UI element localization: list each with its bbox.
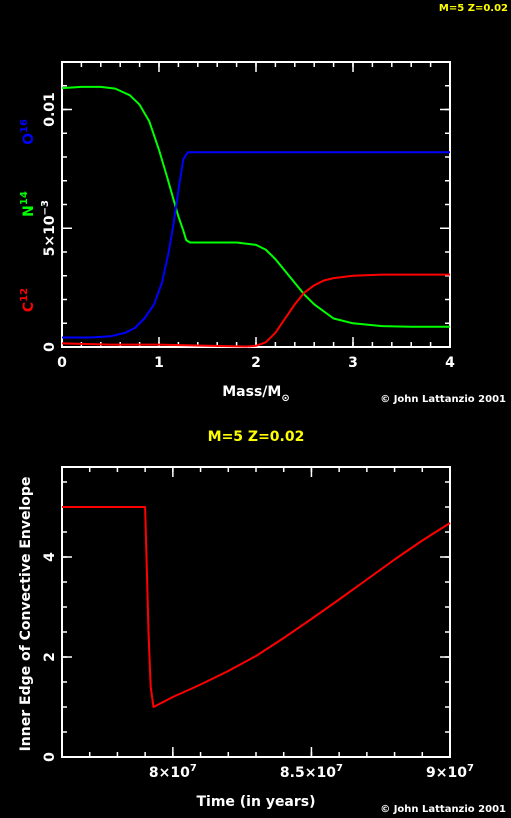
series-line-0 xyxy=(62,506,451,708)
chart2-series xyxy=(62,506,451,708)
chart-abundance: 0 1 2 3 4 0 5×10−3 0.01 C12 N14 O16 Mass/M⊙ © … xyxy=(19,61,506,405)
x-tick-label: 1 xyxy=(154,355,164,371)
x-tick-label: 2 xyxy=(251,355,261,371)
chart1-x-axis-label: Mass/M⊙ xyxy=(222,384,289,404)
chart1-frame xyxy=(61,61,451,348)
chart2-frame xyxy=(61,466,451,758)
chart1-x-tick-labels: 0 1 2 3 4 xyxy=(57,355,455,371)
y-tick-label: 5×10−3 xyxy=(40,200,58,256)
chart-envelope: M=5 Z=0.02 8×107 8.5×107 9×107 0 2 4 Inner E… xyxy=(18,429,506,815)
series-line-2 xyxy=(61,273,450,348)
ylabel-o16: O16 xyxy=(19,119,37,145)
x-tick-label: 0 xyxy=(57,355,67,371)
chart2-x-tick-labels: 8×107 8.5×107 9×107 xyxy=(149,763,474,781)
series-line-0 xyxy=(61,85,450,328)
y-tick-label: 0 xyxy=(42,342,58,352)
y-tick-label: 2 xyxy=(42,652,58,662)
chart1-series xyxy=(61,85,450,348)
chart2-y-axis-label: Inner Edge of Convective Envelope xyxy=(18,477,34,752)
y-tick-label: 0.01 xyxy=(42,92,58,127)
chart1-y-axis-label: C12 N14 O16 xyxy=(19,119,37,312)
chart1-y-tick-labels: 0 5×10−3 0.01 xyxy=(40,92,58,352)
chart2-ticks xyxy=(61,467,451,758)
x-tick-label: 8×107 xyxy=(149,763,197,781)
chart1-ticks xyxy=(61,61,451,348)
credit-bottom: © John Lattanzio 2001 xyxy=(380,804,506,815)
series-line-1 xyxy=(62,151,450,339)
credit-top: © John Lattanzio 2001 xyxy=(380,394,506,405)
x-tick-label: 3 xyxy=(348,355,358,371)
chart2-title: M=5 Z=0.02 xyxy=(208,429,305,445)
chart2-y-tick-labels: 0 2 4 xyxy=(42,552,58,762)
x-tick-label: 4 xyxy=(445,355,455,371)
top-right-label: M=5 Z=0.02 xyxy=(439,3,508,14)
ylabel-n14: N14 xyxy=(19,191,37,217)
chart2-x-axis-label: Time (in years) xyxy=(196,794,315,810)
y-tick-label: 0 xyxy=(42,752,58,762)
x-tick-label: 8.5×107 xyxy=(280,763,343,781)
y-tick-label: 4 xyxy=(42,552,58,562)
x-tick-label: 9×107 xyxy=(426,763,474,781)
ylabel-c12: C12 xyxy=(19,288,37,312)
